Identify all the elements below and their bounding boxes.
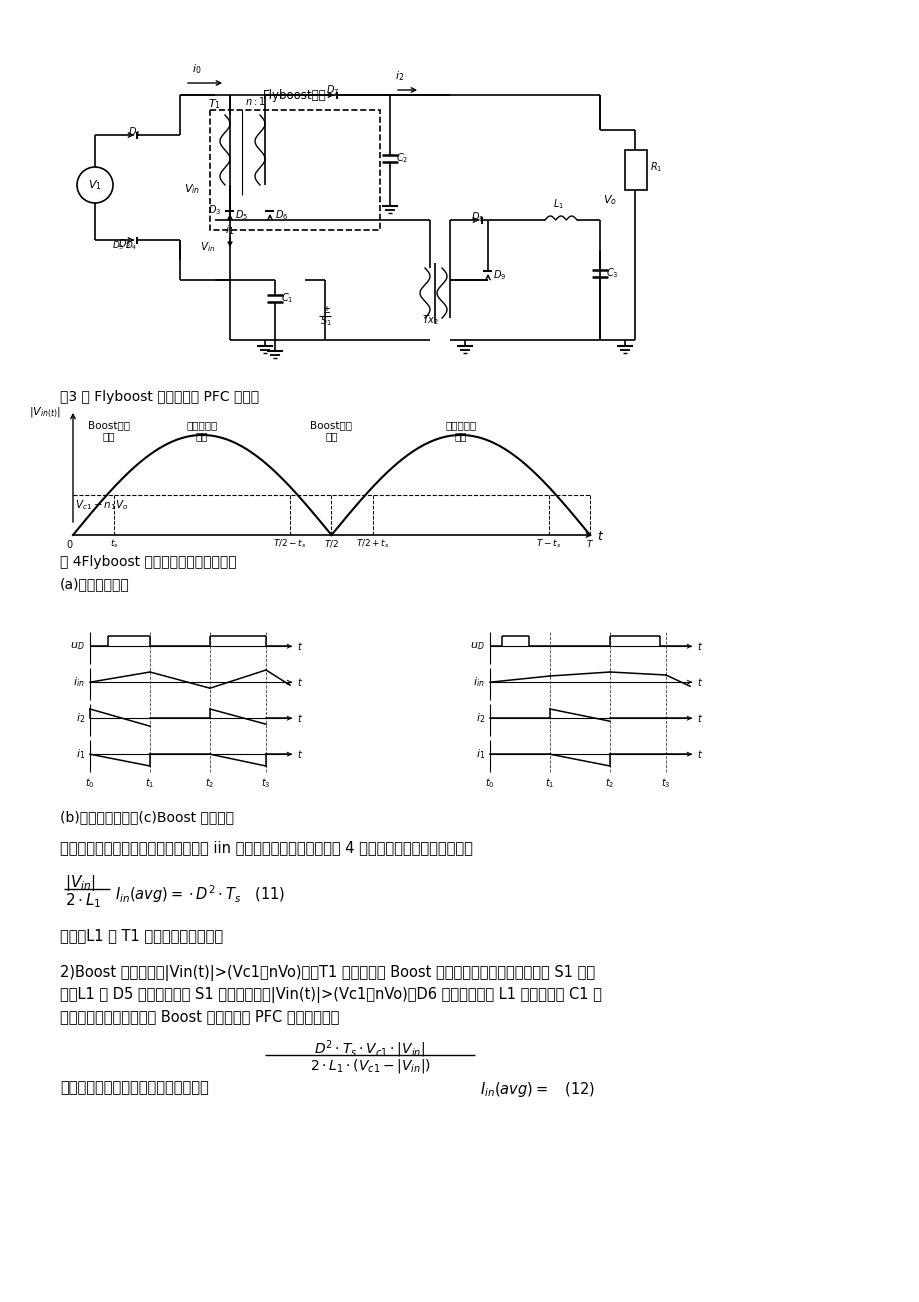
Text: $T$: $T$ — [585, 538, 594, 549]
Text: $t_1$: $t_1$ — [545, 776, 554, 790]
Text: $i_1$: $i_1$ — [75, 747, 85, 762]
Text: $t_0$: $t_0$ — [484, 776, 494, 790]
Text: (a)两种工作状态: (a)两种工作状态 — [60, 577, 130, 591]
Text: $i_2$: $i_2$ — [475, 711, 484, 725]
Text: $i_2$: $i_2$ — [394, 69, 403, 83]
Text: 状态: 状态 — [325, 431, 337, 441]
Text: $t$: $t$ — [297, 641, 302, 652]
Text: 图3 带 Flyboost 模块的单级 PFC 变换器: 图3 带 Flyboost 模块的单级 PFC 变换器 — [60, 391, 259, 404]
Text: $D_5$: $D_5$ — [234, 208, 248, 223]
Text: $D_2$: $D_2$ — [118, 237, 130, 251]
Text: $V_o$: $V_o$ — [602, 193, 617, 207]
Text: 反激变压器: 反激变压器 — [445, 421, 476, 430]
Text: $R_1$: $R_1$ — [650, 160, 662, 173]
Text: $t$: $t$ — [697, 676, 702, 689]
Text: $t$: $t$ — [596, 530, 604, 543]
Text: $D_3$: $D_3$ — [208, 203, 221, 217]
Text: $t$: $t$ — [297, 712, 302, 724]
Text: $T_1$: $T_1$ — [208, 98, 221, 111]
Text: $C_3$: $C_3$ — [606, 266, 618, 280]
Text: $D_1$: $D_1$ — [129, 125, 142, 139]
Text: $I_{in}(avg)= \cdot D^2 \cdot T_s\quad(11)$: $I_{in}(avg)= \cdot D^2 \cdot T_s\quad(1… — [115, 883, 285, 905]
Text: $D^2 \cdot T_s \cdot V_{c1} \cdot |V_{in}|$: $D^2 \cdot T_s \cdot V_{c1} \cdot |V_{in… — [314, 1038, 425, 1060]
Text: $D_7$: $D_7$ — [326, 83, 339, 96]
Text: $V_1$: $V_1$ — [88, 178, 102, 191]
Text: $|V_{in}|$: $|V_{in}|$ — [65, 874, 96, 893]
Text: $D_8$: $D_8$ — [471, 210, 484, 224]
Text: $|V_{in(t)}|$: $|V_{in(t)}|$ — [28, 406, 61, 421]
Text: Flyboost模块: Flyboost模块 — [263, 89, 326, 102]
Text: $t$: $t$ — [297, 676, 302, 689]
Text: $C_1$: $C_1$ — [280, 292, 293, 305]
Text: $i_1$: $i_1$ — [475, 747, 484, 762]
Text: $I_{in}(avg) = \quad (12)$: $I_{in}(avg) = \quad (12)$ — [480, 1079, 595, 1099]
Text: 在这种状态时，平均输入电流可表示为: 在这种状态时，平均输入电流可表示为 — [60, 1079, 209, 1095]
Text: $0$: $0$ — [66, 538, 74, 549]
Text: $D_3$: $D_3$ — [112, 240, 124, 251]
Text: $V_{c1}-n_1V_o$: $V_{c1}-n_1V_o$ — [75, 497, 129, 512]
Bar — [210, 109, 380, 230]
Text: $T/2$: $T/2$ — [323, 538, 338, 549]
Text: $u_D$: $u_D$ — [470, 641, 484, 652]
Text: Boost电感: Boost电感 — [311, 421, 352, 430]
Text: $Tx_2$: $Tx_2$ — [422, 312, 438, 327]
Text: $i_{in}$: $i_{in}$ — [473, 676, 484, 689]
Text: 状态: 状态 — [454, 431, 467, 441]
Text: $T/2-t_s$: $T/2-t_s$ — [273, 538, 307, 551]
Text: 电，其工作方式与一般的 Boost 电感型单级 PFC 变换器一样。: 电，其工作方式与一般的 Boost 电感型单级 PFC 变换器一样。 — [60, 1009, 339, 1023]
Text: $S_1$: $S_1$ — [320, 314, 332, 328]
Text: $V_{in}$: $V_{in}$ — [199, 240, 215, 254]
Text: $n:1$: $n:1$ — [244, 95, 266, 107]
Text: $\pm$: $\pm$ — [322, 303, 331, 315]
Text: $i_2$: $i_2$ — [75, 711, 85, 725]
Text: 在这种状态时，经过整流桥后的输入电 iin 流是一个直角三角波，如图 4 所示。平均输入电流可表示为: 在这种状态时，经过整流桥后的输入电 iin 流是一个直角三角波，如图 4 所示。… — [60, 840, 472, 855]
Text: $i_1$: $i_1$ — [225, 223, 234, 237]
Text: 图 4Flyboost 模块两种工作状态示意图: 图 4Flyboost 模块两种工作状态示意图 — [60, 555, 236, 569]
Text: $t_0$: $t_0$ — [85, 776, 95, 790]
Text: 式中：L1 为 T1 初级绕组的电感值。: 式中：L1 为 T1 初级绕组的电感值。 — [60, 928, 223, 943]
Text: $t_1$: $t_1$ — [145, 776, 154, 790]
Text: $i_0$: $i_0$ — [192, 62, 201, 76]
Text: $t_2$: $t_2$ — [205, 776, 214, 790]
Text: 反激变压器: 反激变压器 — [187, 421, 218, 430]
Text: $t$: $t$ — [697, 749, 702, 760]
Text: $t_2$: $t_2$ — [605, 776, 614, 790]
Bar — [624, 150, 646, 190]
Text: $t$: $t$ — [697, 641, 702, 652]
Text: $D_4$: $D_4$ — [125, 240, 138, 251]
Text: (b)反激变压器状态(c)Boost 电感状态: (b)反激变压器状态(c)Boost 电感状态 — [60, 810, 233, 824]
Text: $C_2$: $C_2$ — [395, 151, 408, 165]
Text: 状态: 状态 — [196, 431, 209, 441]
Text: $L_1$: $L_1$ — [552, 197, 563, 211]
Text: $T-t_s$: $T-t_s$ — [536, 538, 561, 551]
Text: $T/2+t_s$: $T/2+t_s$ — [356, 538, 390, 551]
Text: $t_s$: $t_s$ — [110, 538, 119, 551]
Text: $t_3$: $t_3$ — [661, 776, 670, 790]
Text: $t$: $t$ — [697, 712, 702, 724]
Text: $2 \cdot L_1 \cdot (V_{c1} - |V_{in}|)$: $2 \cdot L_1 \cdot (V_{c1} - |V_{in}|)$ — [309, 1057, 430, 1075]
Text: $D_6$: $D_6$ — [275, 208, 288, 223]
Text: $D_9$: $D_9$ — [493, 268, 505, 283]
Text: $u_D$: $u_D$ — [70, 641, 85, 652]
Text: $t_3$: $t_3$ — [261, 776, 270, 790]
Text: $V_{in}$: $V_{in}$ — [184, 182, 200, 195]
Text: 状态: 状态 — [102, 431, 115, 441]
Text: Boost电感: Boost电感 — [87, 421, 130, 430]
Text: 时，L1 经 D5 充电储能；当 S1 关断时，由于|Vin(t)|>(Vc1－nVo)，D6 导通，储存在 L1 上的能量向 C1 放: 时，L1 经 D5 充电储能；当 S1 关断时，由于|Vin(t)|>(Vc1－… — [60, 987, 601, 1003]
Text: $i_{in}$: $i_{in}$ — [74, 676, 85, 689]
Text: $2 \cdot L_1$: $2 \cdot L_1$ — [65, 891, 102, 910]
Text: 2)Boost 电感状态当|Vin(t)|>(Vc1－nVo)时，T1 相当于一个 Boost 电感。在一个开关周期内，当 S1 开通: 2)Boost 电感状态当|Vin(t)|>(Vc1－nVo)时，T1 相当于一… — [60, 965, 595, 980]
Text: $t$: $t$ — [297, 749, 302, 760]
